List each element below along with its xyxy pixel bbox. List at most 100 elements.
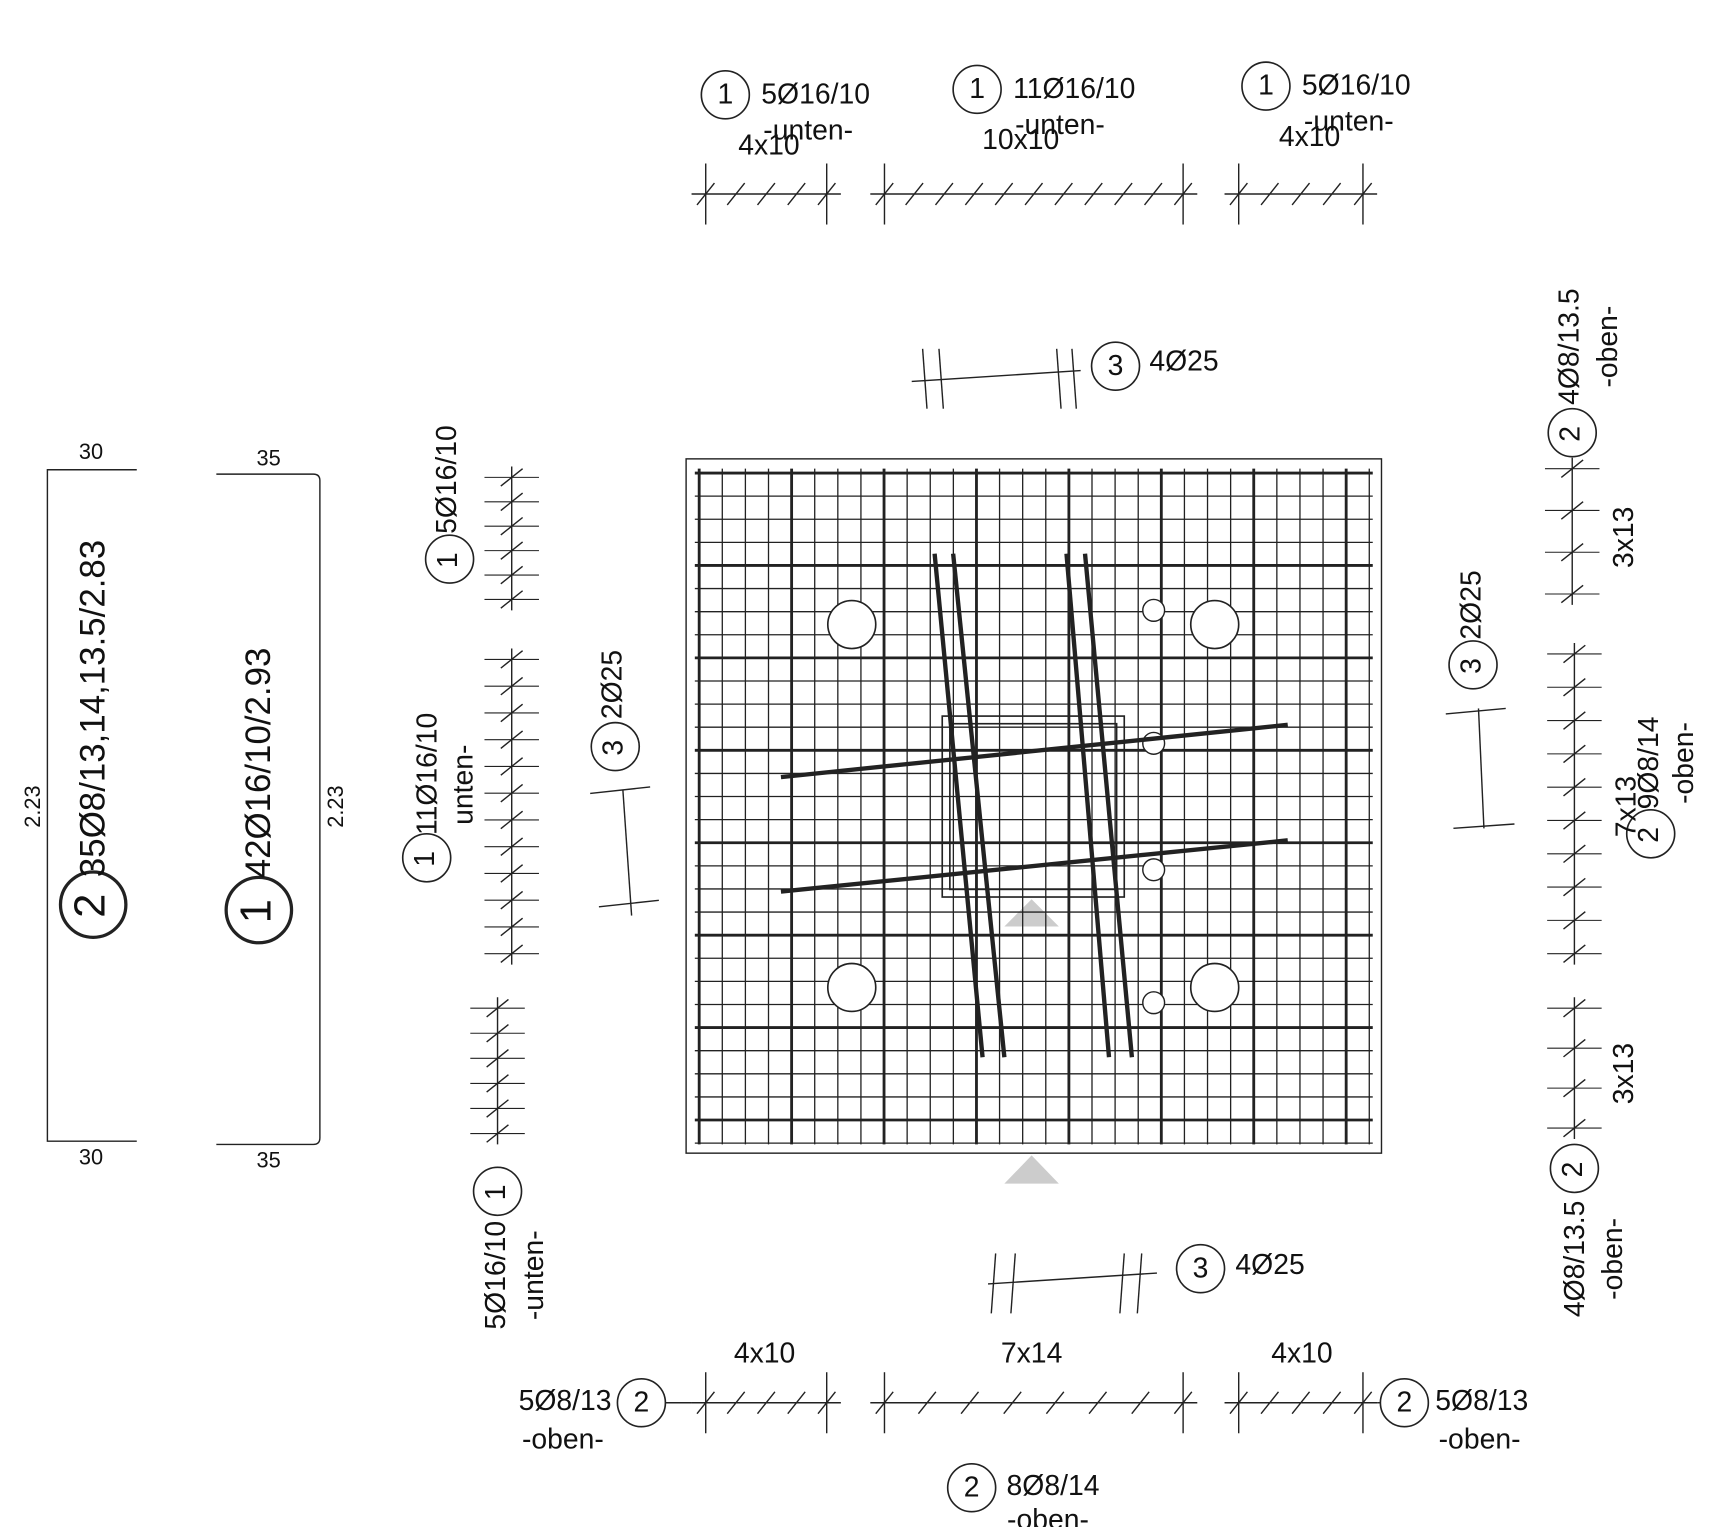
line xyxy=(1054,182,1073,206)
position-circle xyxy=(424,534,475,584)
line xyxy=(1024,182,1044,206)
label: -oben- xyxy=(522,1423,604,1455)
label: 35 xyxy=(257,1148,281,1173)
pile xyxy=(826,599,877,650)
label: 2 xyxy=(1396,1386,1412,1418)
position-circle xyxy=(1625,809,1676,859)
bar-shape-1 xyxy=(216,473,321,1146)
line xyxy=(622,790,633,916)
opening xyxy=(1142,598,1166,622)
line xyxy=(756,1391,776,1415)
label: 1 xyxy=(1258,70,1274,102)
bar-25 xyxy=(932,553,985,1058)
line xyxy=(990,1253,997,1314)
label: -unten- xyxy=(518,1230,550,1320)
line xyxy=(1136,1253,1143,1314)
label: 2 xyxy=(1557,1162,1589,1178)
label: 4x10 xyxy=(734,1337,795,1369)
pile xyxy=(1189,962,1240,1013)
position-circle xyxy=(590,721,641,772)
bar-shape-2 xyxy=(46,469,137,1142)
label: 1 xyxy=(232,899,280,923)
label: 3 xyxy=(598,740,630,756)
position-circle xyxy=(401,832,452,883)
line xyxy=(1322,182,1342,206)
label: 42Ø16/10/2.93 xyxy=(239,648,278,879)
label: 1 xyxy=(969,73,985,105)
line xyxy=(1003,1391,1022,1415)
position-circle xyxy=(472,1166,523,1217)
line xyxy=(905,182,924,206)
line xyxy=(598,899,659,908)
label: 35 xyxy=(257,446,281,471)
line xyxy=(1445,707,1506,715)
position-circle xyxy=(1448,640,1498,690)
label: 11Ø16/10 xyxy=(411,713,443,835)
opening xyxy=(1142,858,1166,882)
position-circle xyxy=(946,1462,997,1513)
line xyxy=(994,182,1014,206)
pile xyxy=(826,962,877,1013)
label: 9Ø8/14 xyxy=(1633,716,1665,809)
label: 7x14 xyxy=(1001,1337,1062,1369)
label: -unten- xyxy=(1015,109,1105,141)
line xyxy=(960,1391,980,1415)
label: 1 xyxy=(409,851,441,867)
label: 4Ø25 xyxy=(1235,1249,1304,1281)
label: 3x13 xyxy=(1608,507,1640,568)
line xyxy=(726,182,746,206)
label: 4Ø8/13.5 xyxy=(1559,1201,1591,1318)
column xyxy=(949,722,1118,891)
label: 10x10 xyxy=(982,124,1059,156)
label: 1 xyxy=(717,78,733,110)
line xyxy=(726,1391,746,1415)
label: -oben- xyxy=(1592,306,1624,388)
line xyxy=(1291,1391,1311,1415)
label: -unten- xyxy=(1304,106,1394,138)
label: 30 xyxy=(79,439,103,464)
position-circle xyxy=(1241,61,1291,111)
label: 2.23 xyxy=(20,785,45,827)
line xyxy=(1260,1391,1280,1415)
line xyxy=(1071,348,1078,409)
line xyxy=(1010,1253,1016,1314)
label: 5Ø16/10 xyxy=(1302,70,1411,102)
column xyxy=(941,715,1126,898)
label: -oben- xyxy=(1597,1218,1629,1300)
label: 11Ø16/10 xyxy=(1013,73,1135,105)
line xyxy=(1260,182,1280,206)
line xyxy=(934,182,954,206)
line xyxy=(987,1272,1158,1285)
line xyxy=(1291,182,1311,206)
line xyxy=(1322,1391,1342,1415)
label: 5Ø16/10 xyxy=(431,425,463,534)
label: 5Ø8/13 xyxy=(519,1385,612,1417)
label: 1 xyxy=(480,1185,512,1201)
position-circle xyxy=(58,870,128,939)
bar-25 xyxy=(780,838,1288,894)
label: 3 xyxy=(1193,1252,1209,1284)
bar-25 xyxy=(1064,553,1112,1058)
label: 2 xyxy=(964,1471,980,1503)
slab-outline xyxy=(685,458,1383,1154)
label: 5Ø8/13 xyxy=(1435,1385,1528,1417)
position-circle xyxy=(700,70,751,120)
line xyxy=(1084,182,1103,206)
line xyxy=(911,369,1081,383)
label: 2.23 xyxy=(323,785,348,827)
line xyxy=(1453,823,1515,830)
line xyxy=(590,786,651,795)
section-mark xyxy=(1004,1155,1059,1184)
label: 1 xyxy=(432,552,464,568)
line xyxy=(1131,1391,1150,1415)
bar-25 xyxy=(780,722,1288,780)
label: 4Ø8/13.5 xyxy=(1554,288,1586,405)
line xyxy=(1088,1391,1108,1415)
label: 4x10 xyxy=(1279,121,1340,153)
label: 30 xyxy=(79,1144,103,1169)
label: 4x10 xyxy=(1271,1337,1332,1369)
label: 2Ø25 xyxy=(597,650,629,719)
label: -oben- xyxy=(1668,722,1700,804)
label: 8Ø8/14 xyxy=(1007,1470,1100,1502)
